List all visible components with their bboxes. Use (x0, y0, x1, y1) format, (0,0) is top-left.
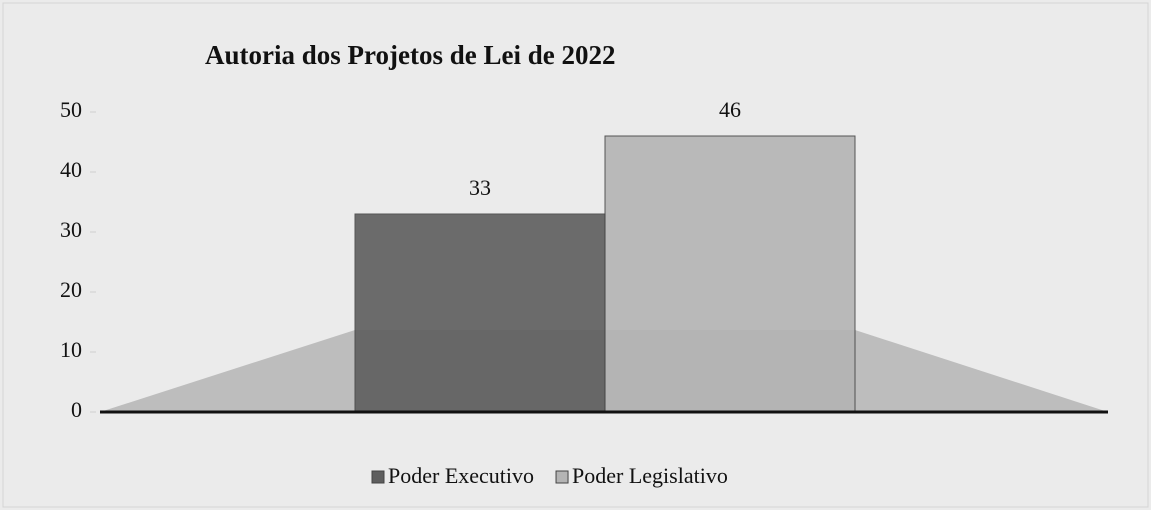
data-label: 46 (719, 97, 741, 122)
y-tick-label: 40 (60, 157, 82, 182)
legend-label: Poder Legislativo (572, 463, 728, 488)
legend-swatch (371, 470, 385, 484)
bar (354, 213, 606, 413)
y-tick-label: 50 (60, 97, 82, 122)
legend-label: Poder Executivo (388, 463, 534, 488)
y-tick-label: 0 (71, 397, 82, 422)
chart-title: Autoria dos Projetos de Lei de 2022 (205, 40, 615, 70)
y-tick-label: 20 (60, 277, 82, 302)
bar (604, 135, 856, 413)
legend-swatch (555, 470, 569, 484)
data-label: 33 (469, 175, 491, 200)
y-tick-label: 30 (60, 217, 82, 242)
y-tick-label: 10 (60, 337, 82, 362)
